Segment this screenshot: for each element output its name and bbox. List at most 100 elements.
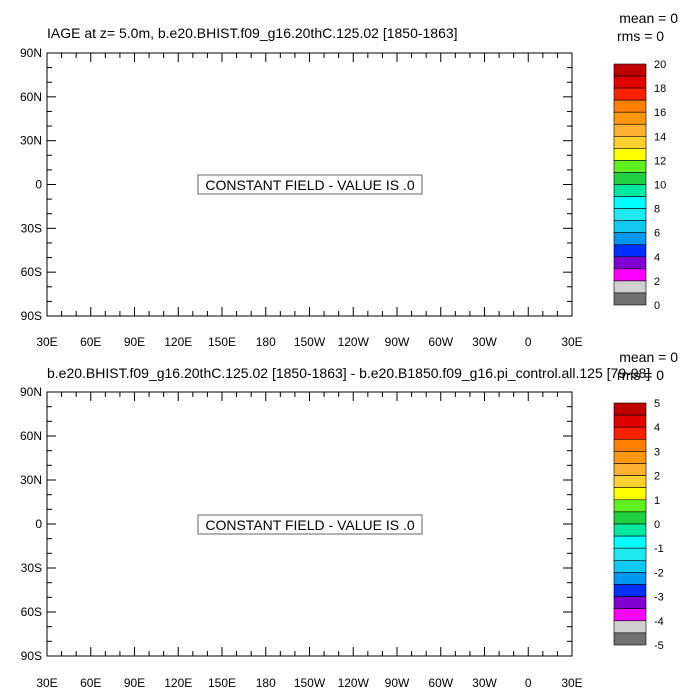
y-tick-label: 90S: [21, 649, 42, 663]
y-tick-label: 30N: [20, 134, 42, 148]
colorbar-swatch: [613, 499, 647, 513]
colorbar-label: 0: [654, 519, 660, 531]
colorbar-label: 10: [654, 180, 666, 192]
x-tick-label: 60W: [428, 676, 453, 690]
colorbar-label: 18: [654, 83, 666, 95]
x-tick-label: 120W: [338, 335, 370, 349]
y-tick-label: 90S: [21, 309, 42, 323]
panel-1-rms-label: rms = 0: [617, 28, 664, 44]
colorbar-swatch: [613, 87, 647, 101]
x-tick-label: 180: [256, 676, 276, 690]
colorbar-swatch: [613, 232, 647, 246]
x-tick-label: 120E: [164, 335, 192, 349]
y-tick-label: 30S: [21, 561, 42, 575]
panel-1-y-ticks: [47, 52, 572, 317]
colorbar-swatch: [613, 572, 647, 585]
x-tick-label: 60E: [80, 335, 101, 349]
x-tick-label: 30W: [472, 676, 497, 690]
panel-2-mean-label: mean = 0: [619, 349, 678, 365]
y-tick-label: 90N: [20, 46, 42, 60]
colorbar-swatch: [613, 172, 647, 185]
panel-1-mean-label: mean = 0: [619, 10, 678, 26]
colorbar-label: 12: [654, 155, 666, 167]
colorbar-label: 0: [654, 300, 660, 312]
y-tick-label: 60S: [21, 605, 42, 619]
colorbar-swatch: [613, 487, 647, 501]
colorbar-swatch: [613, 160, 647, 173]
y-tick-label: 60N: [20, 90, 42, 104]
colorbar-swatch: [613, 63, 647, 77]
panel-2-x-tick-labels: 30E 60E 90E 120E 150E 180 150W 120W 90W 60W 30W 0 30…: [36, 676, 582, 690]
colorbar-swatch: [613, 608, 647, 622]
colorbar-label: 2: [654, 471, 660, 483]
colorbar-swatch: [613, 523, 647, 537]
x-tick-label: 30E: [561, 676, 582, 690]
colorbar-label: -3: [654, 592, 664, 604]
colorbar-swatch: [613, 547, 647, 561]
colorbar-swatch: [613, 196, 647, 209]
x-tick-label: 60W: [428, 335, 453, 349]
colorbar-label: 6: [654, 228, 660, 240]
x-tick-label: 120E: [164, 676, 192, 690]
colorbar-swatch: [613, 292, 647, 306]
x-tick-label: 30E: [36, 335, 57, 349]
colorbar-swatch: [613, 475, 647, 489]
colorbar-label: 8: [654, 204, 660, 216]
colorbar-label: 3: [654, 446, 660, 458]
x-tick-label: 150W: [294, 676, 326, 690]
colorbar-swatch: [613, 184, 647, 197]
y-tick-label: 90N: [20, 385, 42, 399]
y-tick-label: 30N: [20, 473, 42, 487]
colorbar-swatch: [613, 280, 647, 294]
colorbar-swatch: [613, 451, 647, 464]
panel-2-colorbar: 5 4 3 2 1 0 -1 -2 -3 -4 -5: [613, 398, 664, 652]
y-tick-label: 0: [35, 517, 42, 531]
panel-1-title: IAGE at z= 5.0m, b.e20.BHIST.f09_g16.20t…: [47, 25, 458, 41]
y-tick-label: 60N: [20, 429, 42, 443]
x-tick-label: 90E: [124, 335, 145, 349]
colorbar-label: 4: [654, 252, 660, 264]
y-tick-label: 30S: [21, 221, 42, 235]
y-tick-label: 60S: [21, 265, 42, 279]
panel-1-x-tick-labels: 30E 60E 90E 120E 150E 180 150W 120W 90W 60W 30W 0 30…: [36, 335, 582, 349]
colorbar-swatch: [613, 256, 647, 270]
colorbar-swatch: [613, 535, 647, 549]
colorbar-swatch: [613, 268, 647, 282]
colorbar-label: 5: [654, 398, 660, 410]
colorbar-swatch: [613, 402, 647, 416]
x-tick-label: 30E: [36, 676, 57, 690]
panel-1-message: CONSTANT FIELD - VALUE IS .0: [205, 177, 414, 193]
colorbar-swatch: [613, 111, 647, 125]
panel-2-x-ticks: [46, 392, 573, 656]
colorbar-label: 4: [654, 422, 660, 434]
colorbar-swatch: [613, 99, 647, 113]
panel-1-x-ticks: [46, 53, 573, 316]
colorbar-label: -4: [654, 616, 664, 628]
colorbar-swatch: [613, 414, 647, 428]
panel-2-y-ticks: [47, 391, 572, 657]
colorbar-label: 16: [654, 107, 666, 119]
colorbar-label: 14: [654, 131, 666, 143]
x-tick-label: 150E: [208, 676, 236, 690]
x-tick-label: 150E: [208, 335, 236, 349]
colorbar-swatch: [613, 438, 647, 452]
colorbar-label: 2: [654, 276, 660, 288]
colorbar-label: -5: [654, 640, 664, 652]
colorbar-swatch: [613, 559, 647, 573]
colorbar-swatch: [613, 148, 647, 161]
panel-2-title: b.e20.BHIST.f09_g16.20thC.125.02 [1850-1…: [47, 365, 650, 381]
x-tick-label: 90W: [385, 335, 410, 349]
colorbar-swatch: [613, 75, 647, 89]
colorbar-swatch: [613, 620, 647, 634]
colorbar-swatch: [613, 208, 647, 221]
x-tick-label: 90W: [385, 676, 410, 690]
panel-2: b.e20.BHIST.f09_g16.20thC.125.02 [1850-1…: [20, 349, 678, 690]
colorbar-swatch: [613, 136, 647, 149]
panel-1-y-tick-labels: 90N 60N 30N 0 30S 60S 90S: [20, 46, 42, 323]
colorbar-swatch: [613, 123, 647, 137]
colorbar-swatch: [613, 244, 647, 258]
colorbar-label: 1: [654, 495, 660, 507]
x-tick-label: 180: [256, 335, 276, 349]
panel-2-message-box: [197, 514, 423, 535]
x-tick-label: 150W: [294, 335, 326, 349]
